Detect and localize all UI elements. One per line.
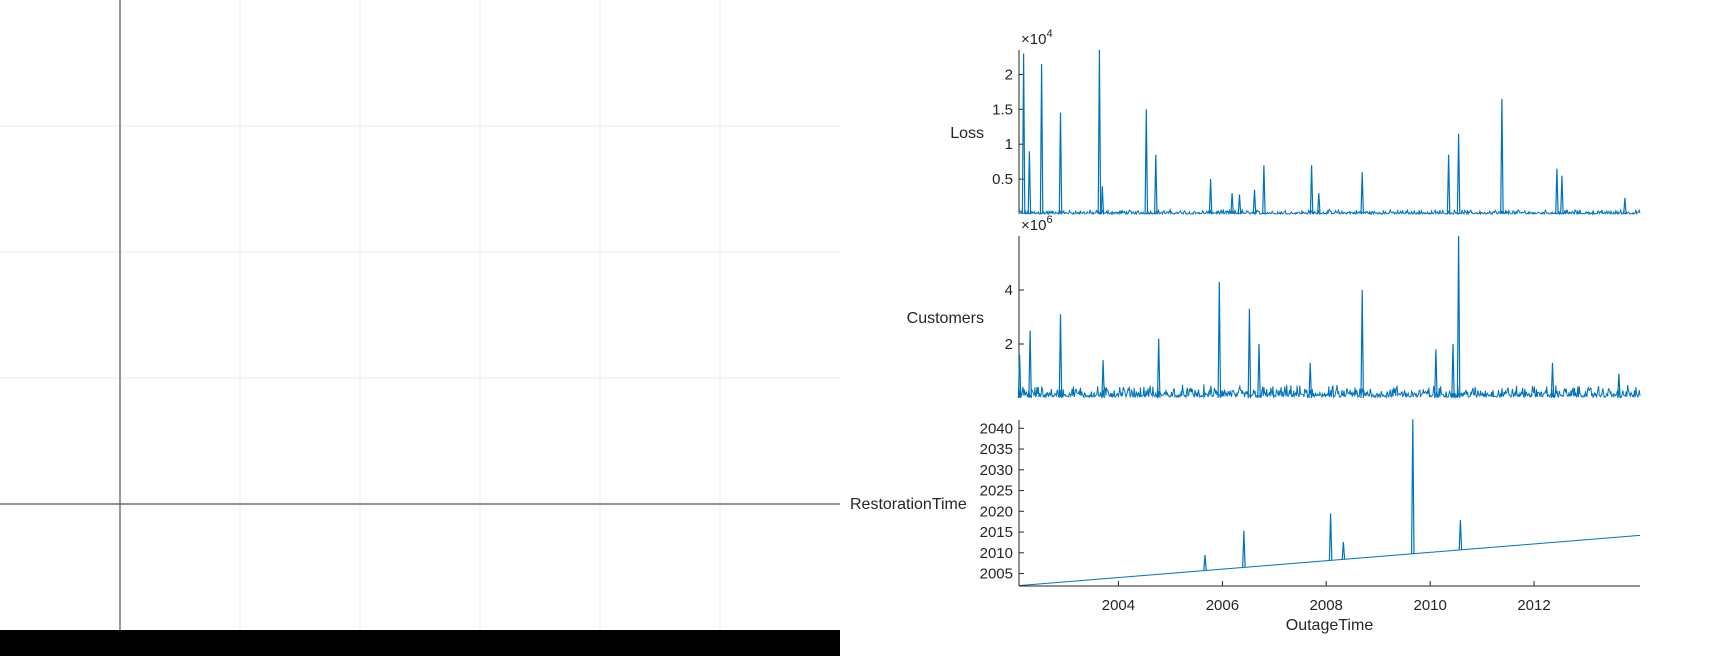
data-spike [1550, 362, 1555, 399]
data-spike [1328, 513, 1333, 561]
y-axis-label: Customers [907, 310, 984, 327]
data-spike [1242, 530, 1246, 568]
data-spike [1317, 193, 1321, 215]
data-spike [1058, 314, 1063, 399]
y-tick-label: 2015 [980, 524, 1013, 541]
data-spike [1039, 63, 1044, 215]
data-spike [1446, 154, 1451, 215]
y-tick-label: 2025 [980, 483, 1013, 500]
data-spike [1456, 235, 1461, 399]
data-spike [1555, 168, 1559, 215]
data-spike [1252, 189, 1257, 215]
data-spike [1028, 330, 1032, 399]
y-tick-label: 2 [1005, 336, 1013, 353]
y-axis-label: Loss [950, 125, 984, 142]
series-baseline [1018, 534, 1640, 587]
data-spike [1247, 308, 1252, 399]
y-axis-label: RestorationTime [850, 496, 967, 513]
data-spike [1458, 519, 1463, 550]
data-spike [1208, 179, 1213, 215]
data-spike [1309, 165, 1314, 215]
data-spike [1451, 343, 1455, 399]
empty-axes-panel [0, 0, 840, 630]
y-tick-label: 2010 [980, 545, 1013, 562]
data-spike [1230, 193, 1234, 215]
data-spike [1262, 165, 1266, 215]
y-tick-label: 1 [1005, 136, 1013, 153]
data-spike [1434, 349, 1438, 399]
exponent-base: ×10 [1021, 31, 1046, 48]
y-tick-label: 2020 [980, 503, 1013, 520]
y-tick-label: 2035 [980, 441, 1013, 458]
x-tick-label: 2006 [1206, 597, 1239, 614]
data-spike [1617, 373, 1621, 399]
data-spike [1017, 354, 1022, 399]
x-axis-label: OutageTime [1286, 617, 1374, 634]
data-spike [1257, 343, 1261, 399]
data-spike [1217, 281, 1222, 399]
data-spike [1341, 541, 1346, 560]
y-tick-label: 2005 [980, 566, 1013, 583]
data-spike [1308, 362, 1312, 399]
panel-loss: 0.5 1 1.5 2 ×104 Loss [950, 28, 1641, 216]
data-spike [1203, 554, 1207, 571]
data-spike [1100, 186, 1105, 215]
data-spike [1156, 338, 1161, 399]
data-spike [1500, 98, 1504, 215]
data-spike [1097, 49, 1102, 215]
data-spike [1058, 112, 1063, 215]
data-spike [1237, 194, 1242, 215]
y-tick-label: 4 [1005, 282, 1013, 299]
panel-customers: 2 4 ×106 Customers [907, 214, 1641, 399]
y-tick-label: 0.5 [992, 171, 1013, 188]
data-spike [1560, 175, 1564, 215]
data-spike [1027, 151, 1032, 215]
exponent-base: ×10 [1021, 217, 1046, 234]
data-spike [1101, 360, 1105, 399]
y-tick-label: 1.5 [992, 101, 1013, 118]
data-spike [1410, 419, 1415, 554]
x-tick-label: 2012 [1517, 597, 1550, 614]
panel-restorationtime: 2005 2010 2015 2020 2025 2030 2035 2040 Restorat… [850, 419, 1640, 587]
data-spike [1144, 109, 1149, 215]
x-tick-label: 2004 [1102, 597, 1135, 614]
y-tick-label: 2 [1005, 66, 1013, 83]
x-tick-label: 2010 [1414, 597, 1447, 614]
data-spike [1360, 172, 1364, 215]
y-exponent-label: ×106 [1021, 214, 1053, 234]
data-spike [1021, 53, 1026, 215]
x-tick-label: 2008 [1310, 597, 1343, 614]
empty-axes-grid [0, 0, 840, 630]
series-baseline [1018, 384, 1641, 399]
exponent-power: 6 [1046, 214, 1052, 226]
exponent-power: 4 [1046, 28, 1052, 40]
series-baseline [1018, 207, 1641, 216]
data-spike [1623, 197, 1627, 215]
bottom-black-bar [0, 630, 840, 656]
y-exponent-label: ×104 [1021, 28, 1053, 48]
data-spike [1456, 133, 1461, 215]
y-tick-label: 2030 [980, 462, 1013, 479]
data-spike [1360, 289, 1364, 399]
data-spike [1154, 154, 1158, 215]
y-tick-label: 2040 [980, 420, 1013, 437]
